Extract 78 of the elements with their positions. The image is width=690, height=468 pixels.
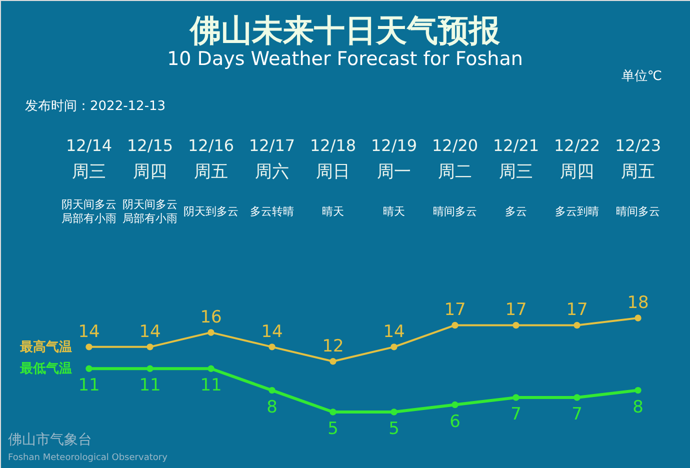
text: 周三 xyxy=(72,162,106,182)
data-label: 16 xyxy=(200,307,222,328)
chart-subtitle: 10 Days Weather Forecast for Foshan xyxy=(167,48,523,70)
text: 佛山市气象台 xyxy=(8,432,92,448)
data-label: 12 xyxy=(322,336,344,356)
text: Foshan Meteorological Observatory xyxy=(8,453,168,463)
text: 多云到晴 xyxy=(555,205,599,218)
point xyxy=(268,386,276,394)
point xyxy=(634,314,642,322)
point xyxy=(390,408,398,416)
point xyxy=(86,365,92,372)
text: 晴天 xyxy=(383,205,405,218)
data-label: 7 xyxy=(572,404,582,425)
data-label: 14 xyxy=(139,322,161,342)
x-tick-label: 12/21 xyxy=(492,136,540,155)
text: 周三 xyxy=(499,162,533,182)
x-tick-label: 12/15 xyxy=(126,136,174,155)
data-label: 5 xyxy=(328,419,338,439)
x-tick-label: 12/17 xyxy=(248,136,296,155)
text: 多云转晴 xyxy=(250,205,294,218)
data-label: 18 xyxy=(627,293,649,313)
x-tick-label: 12/14 xyxy=(66,136,112,155)
data-label: 17 xyxy=(505,300,527,320)
point xyxy=(208,365,214,372)
text: 晴间多云 xyxy=(616,205,660,218)
text: 阴天间多云局部有小雨 xyxy=(122,198,178,225)
x-tick-label: 12/18 xyxy=(310,136,356,155)
point xyxy=(574,322,580,329)
text: 晴天 xyxy=(322,205,344,218)
point xyxy=(330,408,336,416)
x-tick-label: 12/23 xyxy=(614,136,662,155)
point xyxy=(512,394,520,401)
point xyxy=(452,401,458,408)
data-label: 5 xyxy=(388,419,400,439)
series-label: 最低气温 xyxy=(19,362,72,377)
data-label: 8 xyxy=(632,397,644,418)
text: 周二 xyxy=(438,162,472,182)
data-label: 11 xyxy=(139,376,161,396)
text: 单位℃ xyxy=(621,69,662,84)
point xyxy=(330,358,336,365)
text: 周六 xyxy=(255,162,289,182)
data-label: 8 xyxy=(266,397,278,418)
point xyxy=(146,365,154,372)
chart-title: 佛山未来十日天气预报 xyxy=(189,13,501,49)
data-label: 11 xyxy=(78,376,100,396)
data-label: 14 xyxy=(261,322,283,342)
point xyxy=(452,322,458,329)
text: 晴间多云 xyxy=(433,205,477,218)
data-label: 17 xyxy=(444,300,466,320)
text: 周五 xyxy=(194,162,228,182)
point xyxy=(390,344,398,350)
text: 阴天间多云局部有小雨 xyxy=(62,198,116,225)
x-tick-label: 12/22 xyxy=(554,136,600,155)
data-label: 11 xyxy=(200,376,222,396)
point xyxy=(146,344,154,350)
series-label: 最高气温 xyxy=(19,338,72,355)
text: 周四 xyxy=(133,162,167,182)
text: 阴天到多云 xyxy=(184,205,238,218)
point xyxy=(208,329,214,336)
text: 多云 xyxy=(505,205,527,218)
data-label: 6 xyxy=(450,412,460,432)
text: 周日 xyxy=(316,162,350,182)
x-tick-label: 12/16 xyxy=(188,136,234,155)
data-label: 14 xyxy=(383,322,405,342)
point xyxy=(574,394,580,401)
point xyxy=(512,322,520,329)
point xyxy=(86,344,92,350)
x-tick-label: 12/20 xyxy=(432,136,478,155)
data-label: 7 xyxy=(510,404,522,425)
text: 周一 xyxy=(377,162,411,182)
text: 周四 xyxy=(560,162,594,182)
data-label: 14 xyxy=(78,322,100,342)
text: 周五 xyxy=(621,162,655,182)
data-label: 17 xyxy=(566,300,588,320)
x-tick-label: 12/19 xyxy=(370,136,418,155)
point xyxy=(634,386,642,394)
point xyxy=(268,344,276,350)
text: 发布时间：2022-12-13 xyxy=(25,99,166,114)
